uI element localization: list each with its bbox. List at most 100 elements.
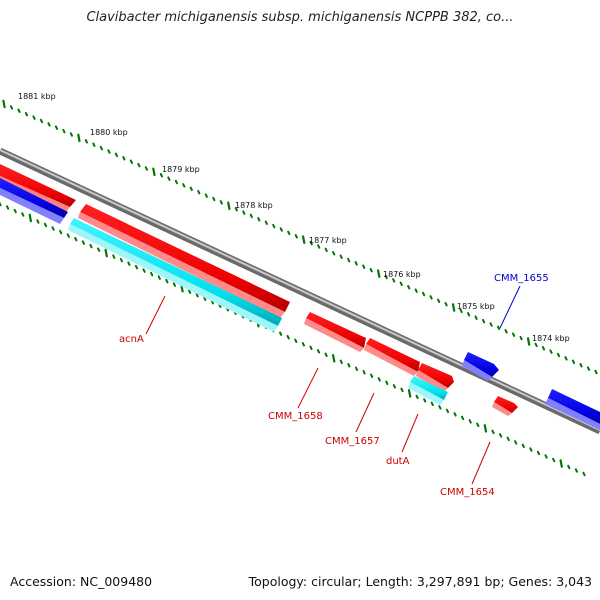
minor-tick [392,278,396,283]
minor-tick [137,162,141,168]
minor-tick [574,468,578,473]
minor-tick [347,363,351,368]
gene-dutA-rna[interactable] [408,376,448,405]
minor-tick [536,450,541,456]
minor-tick [242,210,246,215]
minor-tick [369,268,373,273]
minor-tick [112,254,116,259]
minor-tick [354,366,359,371]
minor-tick [89,243,93,249]
major-tick [227,201,231,211]
minor-tick [219,200,223,205]
gene-partial-red[interactable] [0,164,76,212]
minor-tick [482,318,486,324]
minor-tick [279,331,283,336]
major-tick [332,354,336,363]
minor-tick [414,288,418,293]
minor-tick [294,338,298,343]
major-tick [28,213,32,223]
minor-tick [54,125,59,130]
minor-tick [287,230,291,236]
minor-tick [69,132,73,137]
minor-tick [13,208,17,214]
gene-CMM_1657[interactable] [364,338,420,376]
leader-CMM_1655 [499,285,521,329]
minor-tick [9,105,14,110]
minor-tick [489,322,493,327]
minor-tick [339,254,343,259]
label-CMM_1657: CMM_1657 [325,436,380,447]
minor-tick [544,454,548,459]
kbp-tick-labels: 1881 kbp 1880 kbp 1879 kbp 1878 kbp 1877… [18,92,570,343]
minor-tick [476,422,480,428]
minor-tick [264,220,268,225]
minor-tick [24,112,29,117]
minor-tick [127,261,131,266]
minor-tick [272,223,276,229]
major-tick [559,459,563,468]
minor-tick [301,342,305,347]
minor-tick [0,202,2,207]
minor-tick [204,193,208,198]
gene-CMM_1658[interactable] [304,312,366,352]
gene-acnA-rna[interactable] [68,218,282,332]
minor-tick [384,274,388,280]
minor-tick [354,261,358,266]
minor-tick [385,380,389,385]
minor-tick [571,359,576,364]
minor-tick [529,447,533,452]
minor-tick [552,457,556,463]
minor-tick [234,207,238,212]
minor-tick [445,408,450,414]
minor-tick [459,308,463,314]
minor-tick [339,359,343,364]
label-dutA: dutA [386,456,410,467]
minor-tick [309,240,313,246]
minor-tick [564,356,568,361]
minor-tick [579,363,583,368]
minor-tick [21,212,25,217]
minor-tick [392,384,396,389]
minor-tick [429,295,433,300]
minor-tick [582,471,586,477]
minor-tick [43,222,48,228]
backbone [0,147,600,435]
kbp-label-1875: 1875 kbp [457,302,495,311]
minor-tick [377,377,381,382]
minor-tick [257,217,261,222]
outer-tick-row [2,99,598,375]
minor-tick [504,329,508,334]
minor-tick [423,398,427,403]
minor-tick [415,394,419,400]
minor-tick [407,285,411,290]
minor-tick [150,271,154,277]
gene-partial-blue-right[interactable] [545,389,600,430]
gene-acnA-forward[interactable] [78,204,290,318]
minor-tick [567,464,571,470]
minor-tick [594,369,598,375]
minor-tick [279,227,283,232]
gene-dutA-red[interactable] [416,363,454,392]
major-tick [77,133,81,143]
gene-CMM_1655[interactable] [462,352,499,381]
minor-tick [519,335,523,341]
minor-tick [499,433,503,438]
kbp-label-1876: 1876 kbp [383,270,421,279]
gene-labels: acnA CMM_1658 CMM_1657 dutA CMM_1654 CMM… [119,273,549,498]
minor-tick [119,257,123,263]
minor-tick [84,139,88,144]
minor-tick [444,302,448,307]
minor-tick [172,282,176,287]
minor-tick [541,346,546,351]
leader-acnA [145,295,166,335]
minor-tick [506,436,510,442]
minor-tick [159,173,163,178]
minor-tick [438,405,442,410]
minor-tick [32,115,36,120]
gene-partial-blue[interactable] [0,178,68,224]
minor-tick [188,289,192,294]
major-tick [104,248,108,258]
gene-CMM_1654[interactable] [492,396,518,416]
major-tick [526,337,531,346]
